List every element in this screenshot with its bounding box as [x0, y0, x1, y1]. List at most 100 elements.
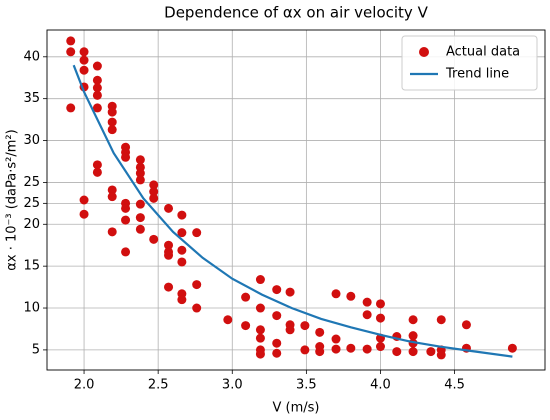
- data-point: [272, 348, 282, 358]
- legend-label: Actual data: [446, 45, 520, 60]
- data-point: [66, 47, 76, 57]
- data-point: [92, 90, 102, 100]
- legend-swatch: [419, 47, 429, 57]
- legend-box: [401, 35, 538, 91]
- data-point: [92, 160, 102, 170]
- data-point: [121, 203, 131, 213]
- data-point: [346, 291, 356, 301]
- data-point: [79, 195, 89, 205]
- data-point: [300, 345, 310, 355]
- data-point: [192, 228, 202, 238]
- data-point: [121, 247, 131, 257]
- data-point: [272, 338, 282, 348]
- data-point: [362, 344, 372, 354]
- data-point: [177, 257, 187, 267]
- data-point: [272, 285, 282, 295]
- plot-frame: [46, 29, 546, 371]
- y-tick-label: 20: [23, 217, 40, 232]
- x-tick-label: 4.0: [370, 378, 391, 393]
- x-tick-label: 4.5: [444, 378, 465, 393]
- x-tick-label: 3.5: [296, 378, 317, 393]
- data-point: [241, 292, 251, 302]
- data-point: [315, 342, 325, 352]
- data-point: [107, 125, 117, 135]
- data-point: [92, 167, 102, 177]
- data-point: [135, 224, 145, 234]
- data-point: [375, 313, 385, 323]
- data-point: [255, 325, 265, 335]
- legend-label: Trend line: [445, 67, 509, 82]
- data-point: [135, 199, 145, 209]
- data-point: [192, 280, 202, 290]
- data-point: [255, 303, 265, 313]
- data-point: [331, 289, 341, 299]
- data-point: [66, 103, 76, 113]
- data-point: [461, 320, 471, 330]
- data-point: [92, 75, 102, 85]
- data-point: [436, 315, 446, 325]
- data-point: [241, 321, 251, 331]
- data-point: [177, 295, 187, 305]
- data-point: [79, 55, 89, 65]
- data-point: [436, 350, 446, 360]
- y-tick-label: 25: [23, 175, 40, 190]
- data-point: [92, 103, 102, 113]
- data-point: [107, 107, 117, 117]
- data-point: [121, 152, 131, 162]
- data-point: [135, 168, 145, 178]
- data-point: [285, 325, 295, 335]
- data-point: [107, 227, 117, 237]
- trend-line: [72, 64, 513, 358]
- legend: Actual data Trend line: [401, 35, 538, 91]
- chart-title: Dependence of αx on air velocity V: [164, 4, 428, 22]
- data-point: [79, 47, 89, 57]
- data-point: [255, 349, 265, 359]
- data-point: [223, 315, 233, 325]
- data-point: [92, 83, 102, 93]
- data-point: [375, 342, 385, 352]
- y-tick-label: 5: [32, 342, 40, 357]
- data-point: [135, 213, 145, 223]
- data-point: [255, 275, 265, 285]
- data-point: [149, 187, 159, 197]
- data-point: [362, 297, 372, 307]
- data-point: [164, 240, 174, 250]
- data-point: [121, 215, 131, 225]
- data-point: [346, 343, 356, 353]
- data-point: [107, 185, 117, 195]
- y-axis-label: αx · 10⁻³ (daPa·s²/m²): [5, 129, 20, 270]
- data-point: [507, 343, 517, 353]
- data-point: [255, 333, 265, 343]
- y-tick-label: 10: [23, 301, 40, 316]
- data-point: [408, 347, 418, 357]
- data-point: [135, 155, 145, 165]
- x-tick-label: 2.5: [148, 378, 169, 393]
- y-tick-label: 40: [23, 49, 40, 64]
- x-tick-label: 2.0: [74, 378, 95, 393]
- data-point: [149, 234, 159, 244]
- y-tick-label: 30: [23, 133, 40, 148]
- data-point: [331, 344, 341, 354]
- data-point: [426, 347, 436, 357]
- data-point: [177, 228, 187, 238]
- data-point: [272, 311, 282, 321]
- data-point: [92, 61, 102, 71]
- data-point: [164, 203, 174, 213]
- data-point: [331, 334, 341, 344]
- data-point: [79, 209, 89, 219]
- data-point: [66, 36, 76, 46]
- data-point: [408, 331, 418, 341]
- y-tick-label: 15: [23, 259, 40, 274]
- data-point: [375, 299, 385, 309]
- data-point: [149, 180, 159, 190]
- data-point: [135, 175, 145, 185]
- data-point: [149, 193, 159, 203]
- data-point: [362, 310, 372, 320]
- data-point: [300, 321, 310, 331]
- x-tick-label: 3.0: [222, 378, 243, 393]
- data-point: [285, 287, 295, 297]
- data-point: [107, 117, 117, 127]
- data-point: [177, 245, 187, 255]
